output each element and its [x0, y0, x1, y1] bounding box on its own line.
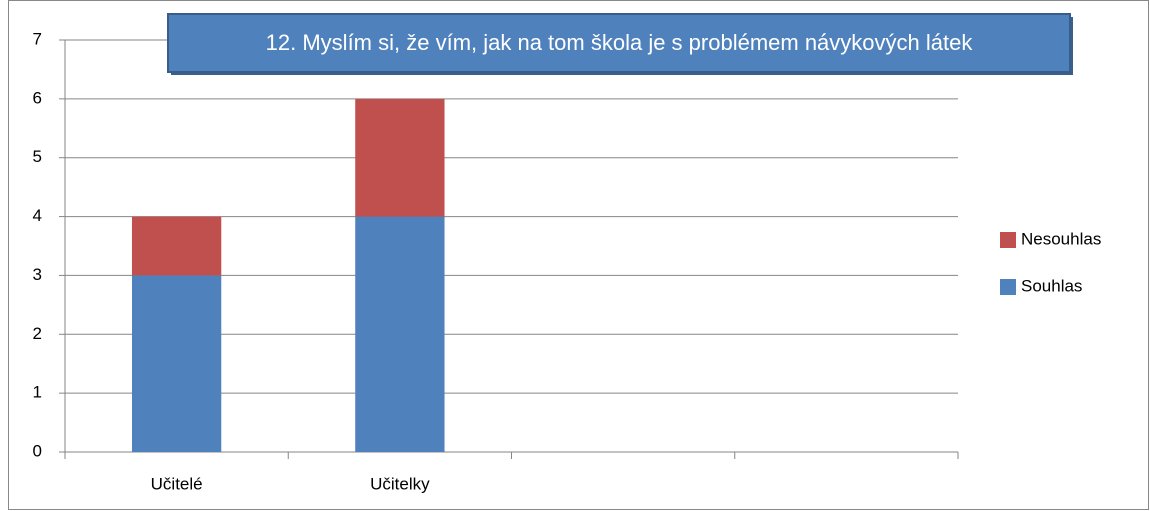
y-tick-label: 6: [33, 88, 42, 107]
bar-segment: [131, 275, 222, 452]
y-tick-label: 3: [33, 265, 42, 284]
y-tick-label: 2: [33, 324, 42, 343]
legend-swatch: [1000, 232, 1016, 248]
bar-segment: [131, 216, 222, 276]
y-tick-label: 7: [33, 29, 42, 48]
legend-label: Souhlas: [1021, 276, 1082, 295]
bar-segment: [355, 216, 445, 452]
x-tick-label: Učitelé: [151, 474, 203, 493]
y-tick-label: 5: [33, 147, 42, 166]
y-tick-label: 4: [33, 206, 42, 225]
chart-title: 12. Myslím si, že vím, jak na tom škola …: [266, 30, 974, 55]
bar-segment: [355, 98, 445, 217]
y-tick-label: 1: [33, 383, 42, 402]
legend-swatch: [1000, 279, 1016, 295]
y-tick-label: 0: [33, 441, 42, 460]
title-box: [167, 13, 1071, 73]
x-tick-label: Učitelky: [370, 474, 430, 493]
legend-label: Nesouhlas: [1021, 229, 1101, 248]
